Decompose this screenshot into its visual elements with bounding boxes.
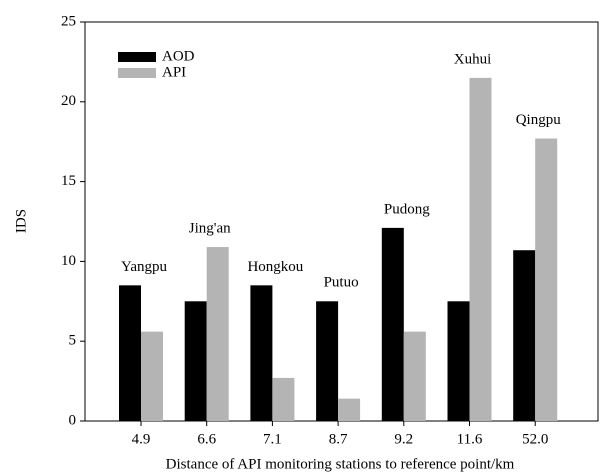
bar xyxy=(272,377,295,421)
y-tick-label: 5 xyxy=(69,333,77,349)
bar xyxy=(141,331,163,421)
bar xyxy=(381,227,404,421)
bar xyxy=(469,77,492,422)
bar xyxy=(513,250,536,421)
legend-label: API xyxy=(162,64,186,80)
legend-swatch xyxy=(118,68,156,78)
legend-swatch xyxy=(118,52,156,62)
bar xyxy=(535,138,558,421)
y-tick-label: 0 xyxy=(69,412,77,428)
x-tick-label: 52.0 xyxy=(522,431,548,447)
x-tick-label: 8.7 xyxy=(329,431,348,447)
y-tick-label: 20 xyxy=(61,93,76,109)
annotation: Yangpu xyxy=(121,259,167,275)
annotation: Pudong xyxy=(384,201,430,217)
y-axis-title: IDS xyxy=(13,209,29,233)
bar xyxy=(206,247,229,421)
bar xyxy=(119,285,141,421)
annotation: Xuhui xyxy=(454,51,492,67)
bar xyxy=(403,331,426,421)
x-axis-title: Distance of API monitoring stations to r… xyxy=(166,456,515,472)
bar xyxy=(338,398,361,421)
y-tick-label: 10 xyxy=(61,253,76,269)
annotation: Jing'an xyxy=(189,220,231,236)
bar xyxy=(184,301,207,421)
bar xyxy=(250,285,273,421)
x-tick-label: 6.6 xyxy=(197,431,216,447)
x-tick-label: 7.1 xyxy=(263,431,282,447)
x-tick-label: 9.2 xyxy=(394,431,413,447)
bar xyxy=(316,301,339,421)
legend-label: AOD xyxy=(162,48,195,64)
y-tick-label: 15 xyxy=(61,173,76,189)
annotation: Hongkou xyxy=(247,259,303,275)
bar xyxy=(447,301,470,421)
x-tick-label: 4.9 xyxy=(132,431,151,447)
annotation: Qingpu xyxy=(516,112,562,128)
x-tick-label: 11.6 xyxy=(457,431,483,447)
annotation: Putuo xyxy=(324,275,359,291)
y-tick-label: 25 xyxy=(61,13,76,29)
